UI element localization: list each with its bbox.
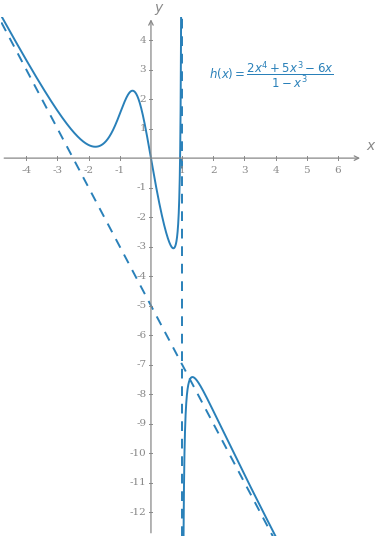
Text: 4: 4 [272,166,279,176]
Text: -2: -2 [136,213,146,222]
Text: -8: -8 [136,389,146,398]
Text: 1: 1 [140,124,146,133]
Text: -12: -12 [129,507,146,517]
Text: -3: -3 [53,166,63,176]
Text: 6: 6 [334,166,341,176]
Text: -2: -2 [84,166,94,176]
Text: 1: 1 [179,166,185,176]
Text: 2: 2 [210,166,217,176]
Text: 5: 5 [303,166,310,176]
Text: -11: -11 [129,478,146,487]
Text: 3: 3 [241,166,248,176]
Text: -4: -4 [136,272,146,281]
Text: x: x [366,139,374,153]
Text: y: y [155,1,163,15]
Text: -5: -5 [136,301,146,310]
Text: 4: 4 [140,35,146,45]
Text: 2: 2 [140,95,146,104]
Text: -3: -3 [136,242,146,251]
Text: -9: -9 [136,419,146,428]
Text: -4: -4 [21,166,32,176]
Text: -1: -1 [136,183,146,192]
Text: $h(x) = \dfrac{2x^4 + 5x^3 - 6x}{1 - x^3}$: $h(x) = \dfrac{2x^4 + 5x^3 - 6x}{1 - x^3… [209,60,333,91]
Text: -6: -6 [136,331,146,339]
Text: -10: -10 [129,448,146,458]
Text: -7: -7 [136,360,146,369]
Text: 3: 3 [140,65,146,74]
Text: -1: -1 [115,166,125,176]
